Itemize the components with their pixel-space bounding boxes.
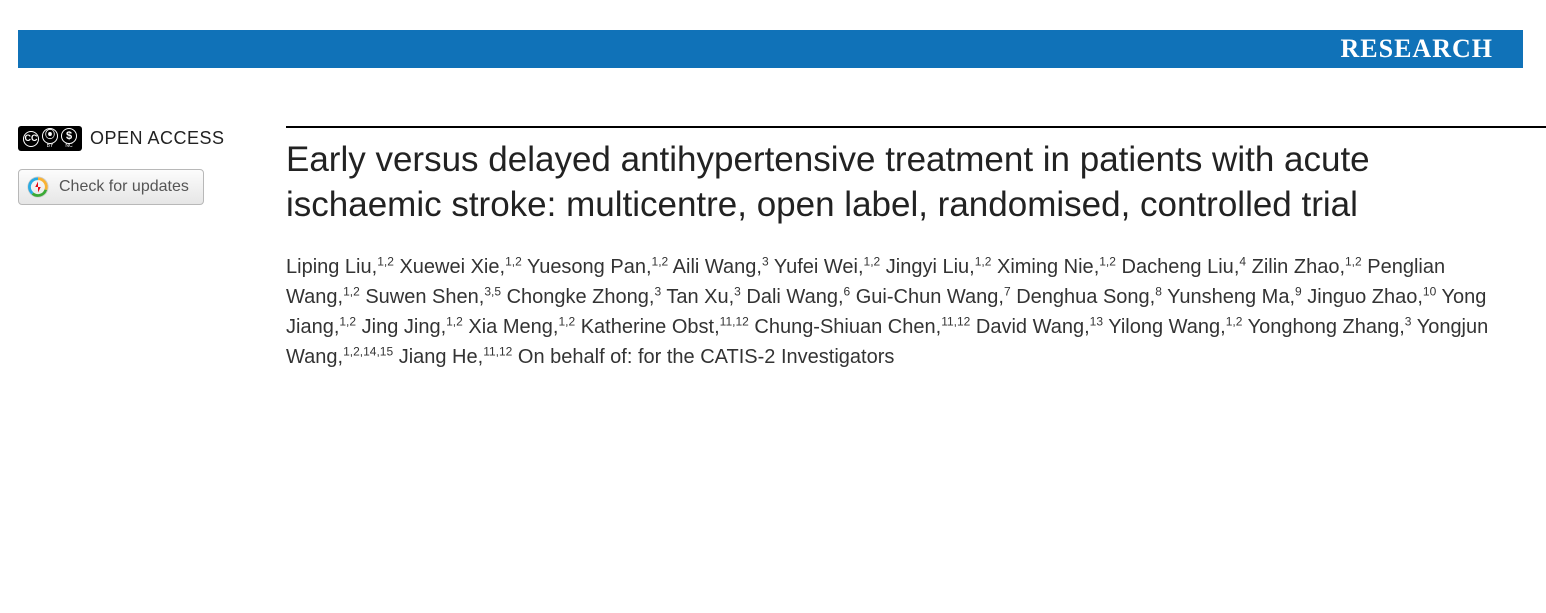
main-column: Early versus delayed antihypertensive tr… — [286, 126, 1546, 372]
author-affiliation: 7 — [1004, 284, 1011, 298]
article-title: Early versus delayed antihypertensive tr… — [286, 138, 1506, 228]
section-header-bar: RESEARCH — [18, 30, 1523, 68]
author-name: David Wang — [976, 316, 1084, 338]
author-affiliation: 13 — [1090, 314, 1103, 328]
author-affiliation: 1,2 — [505, 254, 522, 268]
author-name: Suwen Shen — [365, 286, 478, 308]
author-affiliation: 11,12 — [483, 344, 512, 358]
author-list: Liping Liu,1,2 Xuewei Xie,1,2 Yuesong Pa… — [286, 252, 1506, 372]
author-name: Jingyi Liu — [886, 256, 969, 278]
author-affiliation: 11,12 — [720, 314, 749, 328]
author-name: Yuesong Pan — [527, 256, 646, 278]
author-affiliation: 1,2 — [864, 254, 881, 268]
author-affiliation: 9 — [1295, 284, 1302, 298]
open-access-label: OPEN ACCESS — [90, 128, 225, 149]
author-affiliation: 4 — [1239, 254, 1246, 268]
author-affiliation: 1,2,14,15 — [343, 344, 393, 358]
author-affiliation: 1,2 — [1226, 314, 1243, 328]
author-name: Gui-Chun Wang — [856, 286, 999, 308]
author-name: Jing Jing — [362, 316, 441, 338]
author-name: Chongke Zhong — [507, 286, 649, 308]
author-name: Jinguo Zhao — [1307, 286, 1417, 308]
author-name: Yilong Wang — [1108, 316, 1220, 338]
author-affiliation: 1,2 — [652, 254, 669, 268]
author-affiliation: 3,5 — [484, 284, 501, 298]
author-name: Dacheng Liu — [1122, 256, 1234, 278]
author-affiliation: 3 — [654, 284, 661, 298]
author-affiliation: 1,2 — [975, 254, 992, 268]
author-affiliation: 1,2 — [1099, 254, 1116, 268]
author-name: Aili Wang — [673, 256, 757, 278]
author-name: Katherine Obst — [581, 316, 714, 338]
crossmark-icon — [27, 176, 49, 198]
author-affiliation: 3 — [734, 284, 741, 298]
sidebar: CC ⦿BY $NC OPEN ACCESS Check for updates — [18, 126, 286, 372]
author-affiliation: 8 — [1155, 284, 1162, 298]
author-name: Liping Liu — [286, 256, 372, 278]
content-area: CC ⦿BY $NC OPEN ACCESS Check for updates… — [0, 126, 1546, 372]
author-name: Tan Xu — [666, 286, 728, 308]
author-name: Chung-Shiuan Chen — [754, 316, 935, 338]
author-name: Jiang He — [399, 346, 478, 368]
author-name: Xia Meng — [468, 316, 553, 338]
author-affiliation: 1,2 — [339, 314, 356, 328]
author-name: Ximing Nie — [997, 256, 1094, 278]
author-name: Denghua Song — [1016, 286, 1149, 308]
author-name: Dali Wang — [746, 286, 838, 308]
author-affiliation: 1,2 — [446, 314, 463, 328]
author-affiliation: 10 — [1423, 284, 1436, 298]
author-name: Xuewei Xie — [399, 256, 499, 278]
author-name: Yonghong Zhang — [1248, 316, 1400, 338]
author-affiliation: 1,2 — [1345, 254, 1362, 268]
on-behalf-text: On behalf of: for the CATIS-2 Investigat… — [518, 346, 894, 368]
author-affiliation: 3 — [762, 254, 769, 268]
cc-license-icon: CC ⦿BY $NC — [18, 126, 82, 151]
author-name: Yunsheng Ma — [1167, 286, 1289, 308]
author-name: Yufei Wei — [774, 256, 858, 278]
author-affiliation: 11,12 — [941, 314, 970, 328]
author-affiliation: 3 — [1405, 314, 1412, 328]
author-name: Zilin Zhao — [1252, 256, 1340, 278]
author-affiliation: 1,2 — [377, 254, 394, 268]
author-affiliation: 1,2 — [558, 314, 575, 328]
check-for-updates-label: Check for updates — [59, 178, 189, 196]
author-affiliation: 6 — [844, 284, 851, 298]
author-affiliation: 1,2 — [343, 284, 360, 298]
check-for-updates-button[interactable]: Check for updates — [18, 169, 204, 205]
section-label: RESEARCH — [1341, 34, 1493, 64]
open-access-badge: CC ⦿BY $NC OPEN ACCESS — [18, 126, 266, 151]
